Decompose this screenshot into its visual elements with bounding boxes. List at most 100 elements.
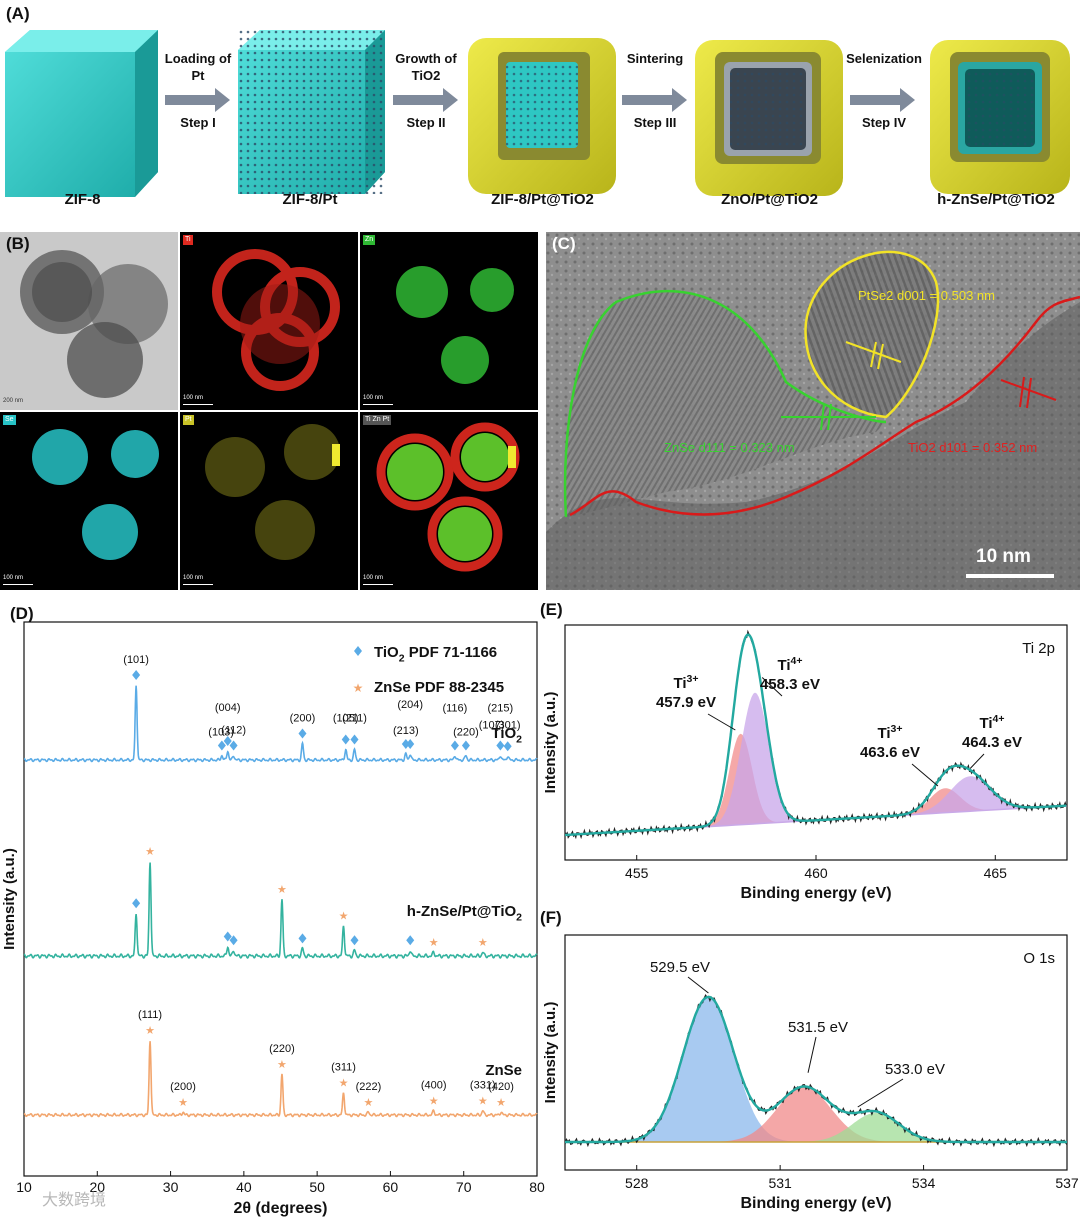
tio2-peak-marker	[401, 739, 410, 749]
step3-bottom: Step III	[633, 115, 677, 130]
znse-peak-marker: ★	[277, 1059, 287, 1071]
znse-annotation: ZnSe d111 = 0.323 nm	[664, 440, 795, 455]
component-energy-label: 458.3 eV	[760, 676, 820, 693]
caption-zno-pt-tio2: ZnO/Pt@TiO2	[721, 191, 818, 208]
ti-map-tile: Ti 100 nm	[180, 232, 358, 410]
spectrum-title: Ti 2p	[1022, 640, 1055, 657]
step3-top: Sintering	[626, 51, 684, 66]
miller-index-label: (105)	[333, 713, 359, 725]
panel-a-label: (A)	[6, 4, 30, 23]
panel-b-label: (B)	[6, 234, 30, 253]
ti2p-chart: 455 460 465 Binding energy (eV) Intensity (a…	[542, 624, 1068, 902]
panel-d-label: (D)	[10, 604, 34, 623]
step4-top: Selenization	[846, 51, 922, 66]
miller-index-label: (213)	[393, 725, 419, 737]
znse-peak-marker: ★	[277, 884, 287, 896]
tio2-peak-marker	[229, 740, 238, 751]
miller-index-label: (400)	[421, 1080, 447, 1092]
ti-tag: Ti	[183, 235, 193, 245]
miller-index-label: (222)	[356, 1081, 382, 1093]
panel-e-label: (E)	[540, 600, 563, 619]
annotation-arrow	[707, 713, 736, 731]
y-axis-label: Intensity (a.u.)	[542, 1002, 559, 1104]
x-tick-label: 40	[236, 1179, 252, 1195]
znse-peak-marker: ★	[478, 937, 488, 949]
miller-index-label: (215)	[488, 703, 514, 715]
zif8-cube	[5, 30, 158, 197]
tio2-peak-marker	[503, 741, 512, 752]
step1-top: Loading of Pt	[164, 51, 232, 83]
x-tick-label: 460	[804, 865, 828, 881]
x-tick-label: 80	[529, 1179, 545, 1195]
se-tag: Se	[3, 415, 16, 425]
fit-component	[565, 776, 1067, 835]
znse-peak-marker: ★	[339, 1078, 349, 1090]
zif8-pt-cube	[238, 30, 385, 194]
tio2-peak-marker	[406, 739, 415, 749]
miller-index-label: (116)	[442, 703, 467, 715]
legend-tio2-marker	[354, 646, 362, 656]
x-tick-label: 465	[984, 865, 1008, 881]
step2-top: Growth of TiO2	[395, 51, 457, 83]
miller-index-label: (301)	[495, 719, 521, 731]
xrd-chart: 10 20 30 40 50 60 70 80 2θ (degrees) Intensity (a…	[1, 621, 545, 1217]
ti-scale-text: 100 nm	[183, 395, 204, 401]
tem-image-tile: 200 nm	[0, 232, 178, 410]
step1-bottom: Step I	[180, 115, 216, 130]
x-tick-label: 30	[163, 1179, 179, 1195]
tio2-peak-marker	[341, 734, 350, 745]
x-tick-label: 531	[768, 1175, 792, 1191]
x-tick-label: 50	[309, 1179, 325, 1195]
component-energy-label: 529.5 eV	[650, 959, 710, 976]
tio2-peak-marker	[217, 740, 226, 751]
miller-index-label: (211)	[342, 713, 367, 725]
component-energy-label: 464.3 eV	[962, 734, 1022, 751]
series-label: ZnSe	[485, 1062, 522, 1079]
pt-scale-text: 100 nm	[183, 575, 204, 581]
caption-zif8-pt-tio2: ZIF-8/Pt@TiO2	[491, 191, 594, 208]
x-tick-label: 528	[625, 1175, 649, 1191]
hrtem-scale-text: 10 nm	[976, 546, 1031, 567]
component-species-label: Ti4+​	[979, 713, 1004, 732]
zno-pt-tio2-cube	[695, 40, 843, 196]
x-tick-label: 10	[16, 1179, 32, 1195]
tio2-peak-marker	[461, 740, 470, 751]
component-species-label: Ti4+​	[777, 655, 802, 674]
annotation-arrow	[911, 763, 939, 787]
xrd-plot-frame	[23, 621, 538, 1177]
x-axis-label: 2θ (degrees)	[233, 1200, 327, 1217]
zn-map-tile: Zn 100 nm	[360, 232, 538, 410]
miller-index-label: (331)	[470, 1080, 496, 1092]
step-arrows	[165, 88, 915, 112]
tio2-peak-marker	[406, 935, 415, 946]
xps-plot-frame	[564, 934, 1068, 1171]
series-label: TiO2​	[491, 725, 522, 746]
miller-index-label: (103)	[208, 727, 234, 739]
miller-index-label: (204)	[397, 699, 423, 711]
tio2-peak-marker	[223, 736, 232, 746]
fit-component	[565, 1086, 1067, 1142]
zn-scale-text: 100 nm	[363, 395, 384, 401]
annotation-arrow	[857, 1078, 904, 1108]
spectrum-title: O 1s	[1023, 950, 1055, 967]
miller-index-label: (101)	[123, 654, 149, 666]
znse-peak-marker: ★	[478, 1096, 488, 1108]
annotation-arrow	[969, 753, 985, 769]
x-tick-label: 70	[456, 1179, 472, 1195]
xrd-series-line	[23, 862, 538, 959]
x-tick-label: 20	[89, 1179, 105, 1195]
component-energy-label: 463.6 eV	[860, 744, 920, 761]
zif8-pt-tio2-cube	[468, 38, 616, 194]
overlay-map-tile: Ti Zn Pt 100 nm	[360, 412, 538, 590]
miller-index-label: (220)	[453, 727, 479, 739]
x-tick-label: 537	[1055, 1175, 1079, 1191]
tio2-peak-marker	[298, 933, 307, 944]
x-axis-label: Binding energy (eV)	[740, 1195, 891, 1212]
o1s-chart: 528 531 534 537 Binding energy (eV) Intensity…	[542, 934, 1079, 1212]
component-energy-label: 457.9 eV	[656, 694, 716, 711]
tio2-peak-marker	[132, 670, 141, 680]
step2-bottom: Step II	[406, 115, 446, 130]
panel-f-label: (F)	[540, 908, 562, 927]
miller-index-label: (107)	[479, 719, 505, 731]
ptse2-annotation: PtSe2 d001 = 0.503 nm	[858, 288, 995, 303]
